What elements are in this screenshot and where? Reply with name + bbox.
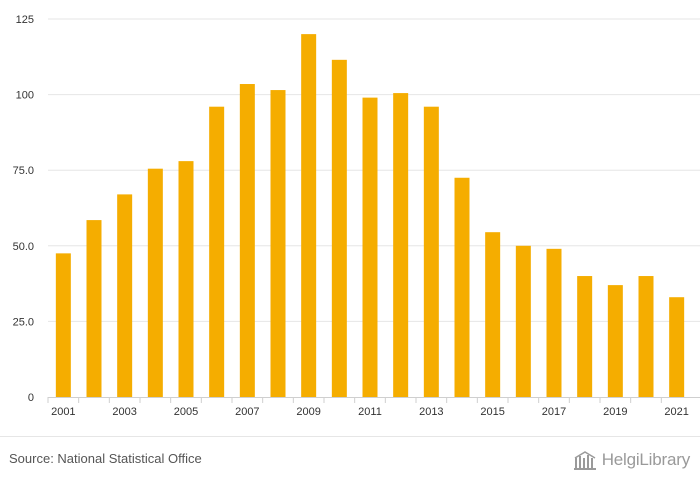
y-tick-label: 25.0 [13, 316, 34, 328]
bar-2011[interactable] [362, 97, 378, 398]
bar-2014[interactable] [454, 177, 470, 397]
bar-2007[interactable] [239, 84, 255, 398]
x-tick-label: 2021 [664, 406, 688, 418]
bar-chart: 0 25.0 50.0 75.0 100 125 2001 2003 2005 2007 2009… [13, 14, 700, 418]
bar-2013[interactable] [423, 106, 439, 398]
bar-2009[interactable] [301, 34, 317, 398]
bar-2004[interactable] [147, 168, 163, 397]
y-tick-label: 100 [16, 90, 34, 102]
bar-2018[interactable] [577, 276, 593, 397]
bar-2002[interactable] [86, 220, 102, 397]
x-tick-label: 2019 [603, 406, 627, 418]
x-tick-label: 2009 [296, 406, 320, 418]
y-tick-label: 50.0 [13, 241, 34, 253]
bar-2001[interactable] [55, 253, 71, 397]
x-tick-label: 2001 [51, 406, 75, 418]
library-building-icon [573, 451, 596, 470]
y-tick-label: 0 [28, 392, 34, 404]
brand-name: HelgiLibrary [601, 450, 691, 469]
x-tick-label: 2017 [542, 406, 566, 418]
bar-2021[interactable] [669, 297, 685, 397]
x-tick-label: 2015 [480, 406, 504, 418]
bar-2020[interactable] [638, 276, 654, 397]
x-axis: 2001 2003 2005 2007 2009 2011 2013 2015 2017 2019… [47, 397, 700, 418]
brand-logo[interactable]: HelgiLibrary [572, 449, 690, 471]
x-tick-label: 2007 [235, 406, 259, 418]
bar-series [55, 34, 685, 398]
x-tick-label: 2003 [112, 406, 136, 418]
x-tick-label: 2013 [419, 406, 443, 418]
bar-2017[interactable] [546, 248, 562, 397]
bar-2010[interactable] [331, 59, 347, 397]
bar-2008[interactable] [270, 90, 286, 398]
x-tick-label: 2011 [358, 406, 382, 418]
y-tick-label: 75.0 [13, 165, 34, 177]
bar-2003[interactable] [117, 194, 133, 397]
chart-footer: Source: National Statistical Office Helg… [0, 436, 700, 484]
source-note: Source: National Statistical Office [9, 451, 202, 466]
bar-2016[interactable] [515, 245, 531, 397]
bar-2005[interactable] [178, 161, 194, 397]
bar-2006[interactable] [209, 106, 225, 398]
y-tick-label: 125 [16, 14, 34, 26]
x-tick-label: 2005 [174, 406, 198, 418]
y-axis: 0 25.0 50.0 75.0 100 125 [13, 14, 34, 404]
bar-2019[interactable] [607, 285, 623, 397]
bar-2012[interactable] [393, 93, 409, 397]
bar-2015[interactable] [485, 232, 501, 397]
